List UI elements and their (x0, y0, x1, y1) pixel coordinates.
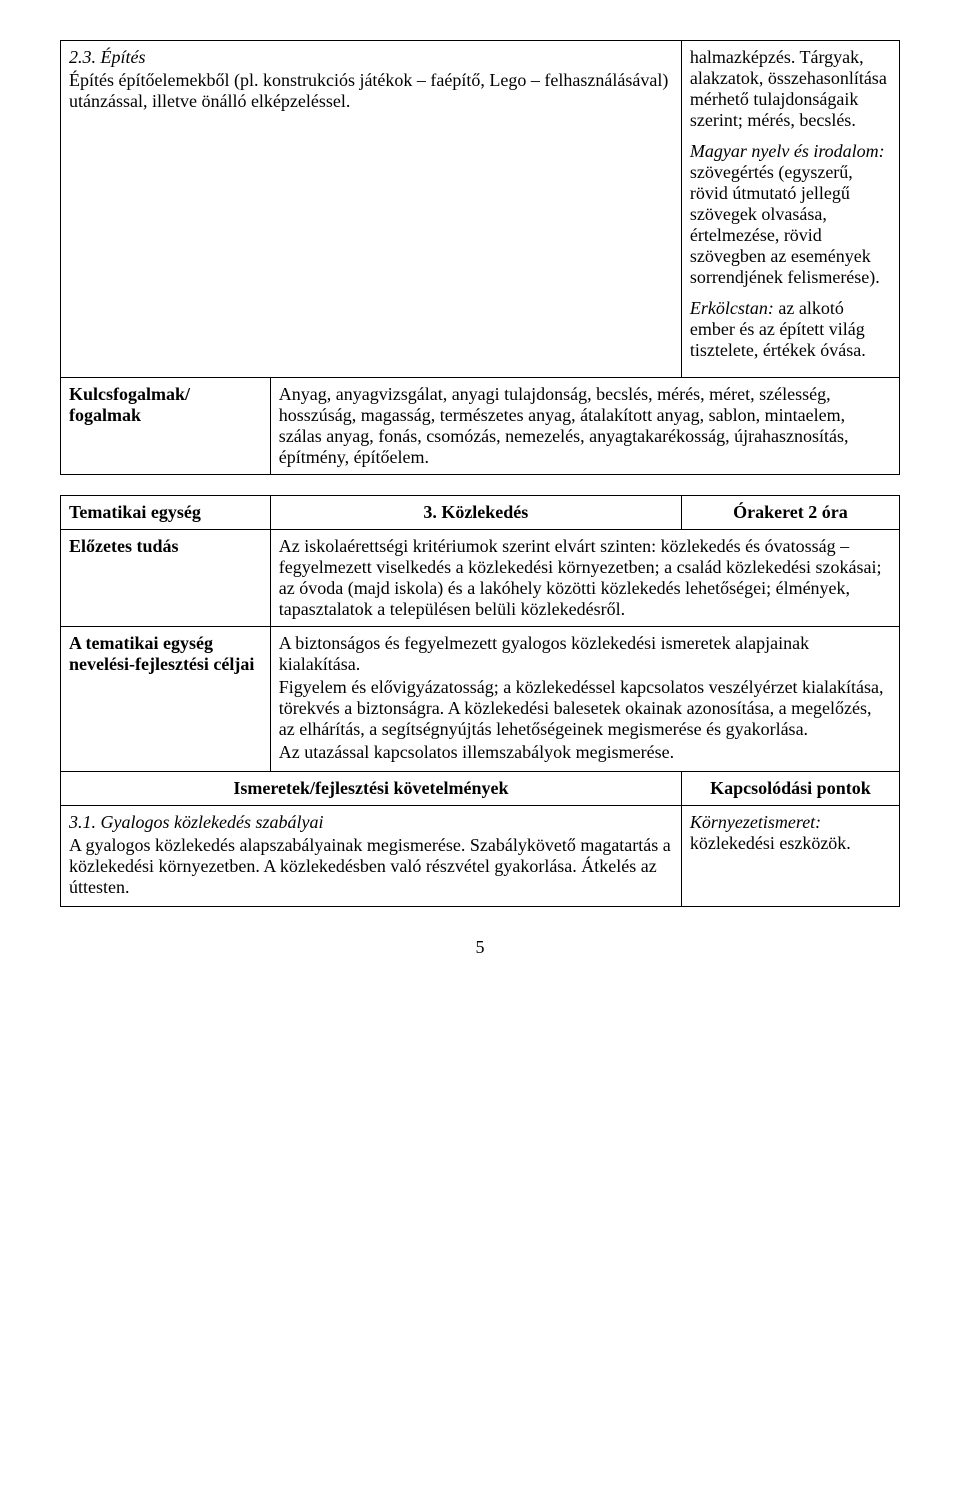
t2-row3-label: A tematikai egység nevelési-fejlesztési … (61, 627, 271, 772)
t2-row5-left: 3.1. Gyalogos közlekedés szabályai A gya… (61, 806, 682, 907)
t2-row3-body: A biztonságos és fegyelmezett gyalogos k… (270, 627, 899, 772)
t2-row3-line: Figyelem és elővigyázatosság; a közleked… (279, 677, 891, 740)
t1-right-cell: halmazképzés. Tárgyak, alakzatok, összeh… (681, 41, 899, 378)
page-number: 5 (60, 937, 900, 958)
t1-row2-label: Kulcsfogalmak/ fogalmak (61, 378, 271, 475)
t2-row3-line: Az utazással kapcsolatos illemszabályok … (279, 742, 891, 763)
table-traffic: Tematikai egység 3. Közlekedés Órakeret … (60, 495, 900, 907)
t2-row1-title: 3. Közlekedés (270, 496, 681, 530)
t2-row1-right: Órakeret 2 óra (681, 496, 899, 530)
t1-right-block-1: Magyar nyelv és irodalom: szövegértés (e… (690, 141, 891, 288)
t2-row4-left: Ismeretek/fejlesztési követelmények (61, 772, 682, 806)
t2-row2-body: Az iskolaérettségi kritériumok szerint e… (270, 530, 899, 627)
t1-left-cell: 2.3. Építés Építés építőelemekből (pl. k… (61, 41, 682, 378)
t1-heading: 2.3. Építés (69, 47, 673, 68)
t2-row5-body: A gyalogos közlekedés alapszabályainak m… (69, 835, 673, 898)
t2-row4-right: Kapcsolódási pontok (681, 772, 899, 806)
t1-body: Építés építőelemekből (pl. konstrukciós … (69, 70, 673, 112)
table-construction: 2.3. Építés Építés építőelemekből (pl. k… (60, 40, 900, 475)
t2-row5-heading: 3.1. Gyalogos közlekedés szabályai (69, 812, 673, 833)
t1-row2-body: Anyag, anyagvizsgálat, anyagi tulajdonsá… (270, 378, 899, 475)
t2-row5-right: Környezetismeret: közlekedési eszközök. (681, 806, 899, 907)
t1-right-block-0: halmazképzés. Tárgyak, alakzatok, összeh… (690, 47, 891, 131)
t1-right-block-2: Erkölcstan: az alkotó ember és az építet… (690, 298, 891, 361)
t2-row1-label: Tematikai egység (61, 496, 271, 530)
t2-row2-label: Előzetes tudás (61, 530, 271, 627)
t2-row3-line: A biztonságos és fegyelmezett gyalogos k… (279, 633, 891, 675)
